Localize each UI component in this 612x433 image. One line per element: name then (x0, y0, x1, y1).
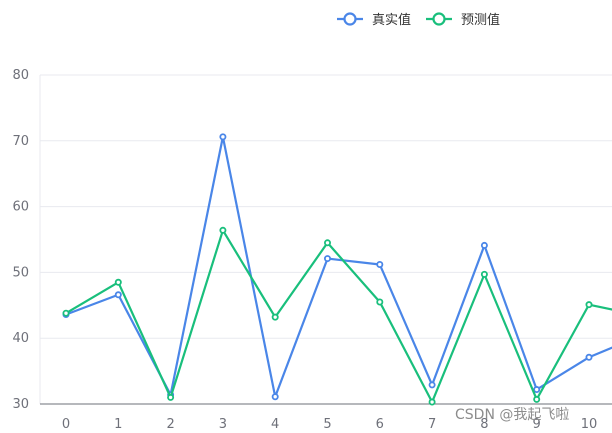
x-tick-label: 2 (166, 417, 174, 432)
data-point[interactable] (376, 261, 384, 269)
x-tick-label: 10 (581, 417, 598, 432)
data-point[interactable] (428, 398, 436, 406)
y-tick-label: 60 (12, 200, 29, 215)
x-tick-label: 0 (62, 417, 70, 432)
legend-label: 预测值 (461, 12, 500, 28)
y-tick-label: 40 (12, 331, 29, 346)
legend-item[interactable]: 真实值 (337, 12, 411, 28)
legend[interactable]: 真实值 预测值 (337, 12, 500, 28)
y-tick-label: 80 (12, 68, 29, 83)
data-point[interactable] (271, 313, 279, 321)
grid-lines (40, 74, 612, 339)
series-line (65, 229, 612, 404)
data-point[interactable] (219, 226, 227, 234)
data-point[interactable] (62, 309, 70, 317)
data-point[interactable] (323, 239, 331, 247)
x-tick-label: 1 (114, 417, 122, 432)
data-point[interactable] (585, 353, 593, 361)
axes: 30 40 50 60 70 80 0 1 2 3 4 5 6 7 8 9 10 (12, 68, 612, 432)
data-point[interactable] (323, 255, 331, 263)
x-tick-label: 3 (219, 417, 227, 432)
data-point[interactable] (585, 301, 593, 309)
series-line (65, 135, 612, 398)
data-point[interactable] (428, 381, 436, 389)
series-lines (62, 133, 612, 406)
legend-marker-icon (343, 12, 357, 26)
data-point[interactable] (271, 393, 279, 401)
data-point[interactable] (167, 393, 175, 401)
data-point[interactable] (533, 395, 541, 403)
watermark-text: CSDN @我起飞啦 (455, 406, 569, 423)
y-tick-label: 50 (12, 265, 29, 280)
x-tick-label: 9 (533, 417, 541, 432)
x-tick-label: 6 (376, 417, 384, 432)
data-point[interactable] (376, 298, 384, 306)
data-point[interactable] (219, 133, 227, 141)
legend-label: 真实值 (372, 12, 411, 28)
data-point[interactable] (480, 241, 488, 249)
x-tick-label: 7 (428, 417, 436, 432)
y-tick-label: 70 (12, 134, 29, 149)
series-1 (62, 133, 612, 401)
series-2 (62, 226, 612, 406)
data-point[interactable] (533, 386, 541, 394)
data-point[interactable] (480, 270, 488, 278)
x-tick-label: 8 (480, 417, 488, 432)
x-tick-label: 4 (271, 417, 279, 432)
legend-item[interactable]: 预测值 (426, 12, 500, 28)
legend-marker-icon (432, 12, 446, 26)
y-tick-label: 30 (12, 397, 29, 412)
data-point[interactable] (114, 291, 122, 299)
data-point[interactable] (114, 278, 122, 286)
x-tick-label: 5 (323, 417, 331, 432)
